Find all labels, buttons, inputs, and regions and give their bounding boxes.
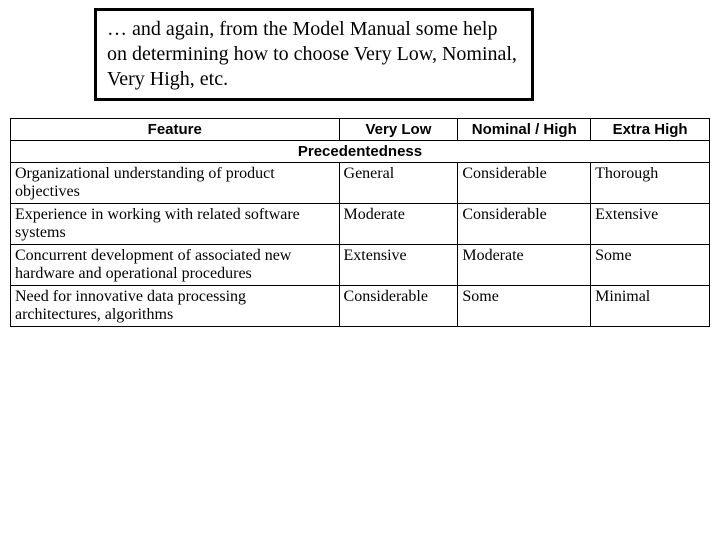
callout-text: … and again, from the Model Manual some … [107, 17, 521, 92]
table-row: Concurrent development of associated new… [11, 245, 710, 286]
cell-feature: Concurrent development of associated new… [11, 245, 340, 286]
cell-very-low: Moderate [339, 204, 458, 245]
cell-nominal-high: Considerable [458, 204, 591, 245]
table-section-row: Precedentedness [11, 141, 710, 163]
cell-extra-high: Thorough [591, 163, 710, 204]
cell-very-low: General [339, 163, 458, 204]
cell-extra-high: Extensive [591, 204, 710, 245]
col-header-feature: Feature [11, 119, 340, 141]
table-row: Organizational understanding of product … [11, 163, 710, 204]
precedentedness-table: Feature Very Low Nominal / High Extra Hi… [10, 118, 710, 327]
cell-feature: Organizational understanding of product … [11, 163, 340, 204]
cell-feature: Experience in working with related softw… [11, 204, 340, 245]
cell-nominal-high: Moderate [458, 245, 591, 286]
cell-extra-high: Minimal [591, 286, 710, 327]
cell-nominal-high: Some [458, 286, 591, 327]
precedentedness-table-wrap: Feature Very Low Nominal / High Extra Hi… [10, 118, 710, 327]
cell-very-low: Extensive [339, 245, 458, 286]
cell-nominal-high: Considerable [458, 163, 591, 204]
table-row: Experience in working with related softw… [11, 204, 710, 245]
section-title: Precedentedness [11, 141, 710, 163]
col-header-very-low: Very Low [339, 119, 458, 141]
cell-extra-high: Some [591, 245, 710, 286]
cell-very-low: Considerable [339, 286, 458, 327]
col-header-extra-high: Extra High [591, 119, 710, 141]
callout-box: … and again, from the Model Manual some … [94, 8, 534, 101]
table-header-row: Feature Very Low Nominal / High Extra Hi… [11, 119, 710, 141]
cell-feature: Need for innovative data processing arch… [11, 286, 340, 327]
col-header-nominal-high: Nominal / High [458, 119, 591, 141]
table-row: Need for innovative data processing arch… [11, 286, 710, 327]
